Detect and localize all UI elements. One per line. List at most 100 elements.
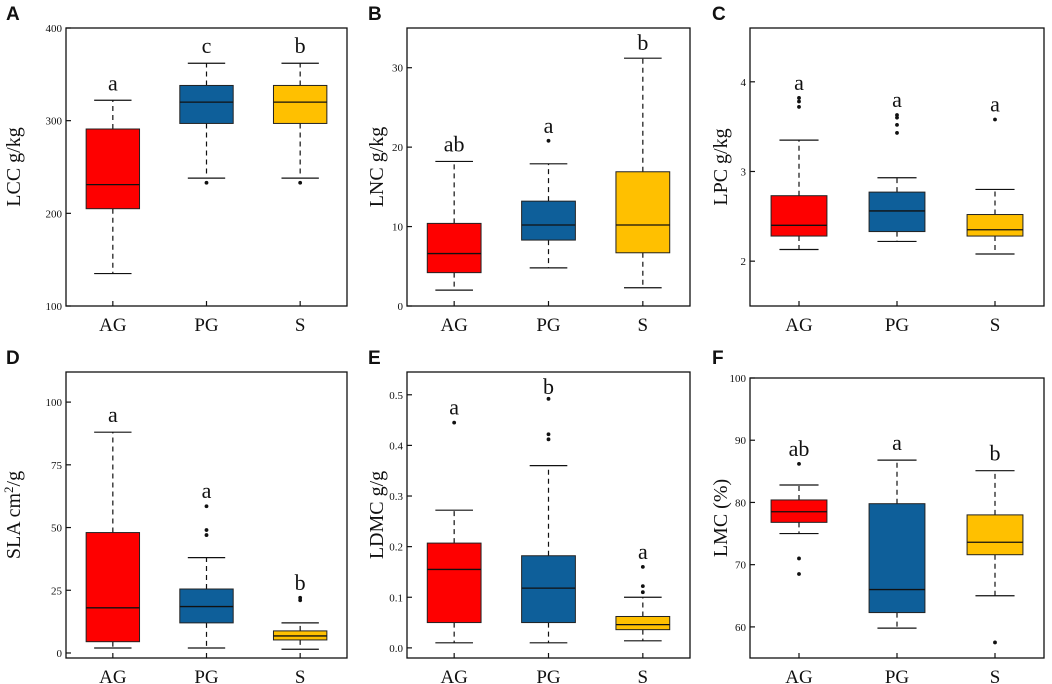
y-tick-label: 400: [46, 23, 63, 35]
significance-letter: ab: [444, 131, 465, 156]
outlier-point: [204, 533, 209, 537]
x-tick-label: S: [295, 315, 306, 336]
x-tick-label: PG: [536, 315, 561, 336]
iqr-box: [521, 200, 576, 241]
iqr-box: [770, 195, 828, 237]
significance-letter: a: [638, 539, 648, 564]
y-tick-label: 200: [46, 208, 63, 220]
y-tick-label: 20: [392, 142, 404, 154]
significance-letter: a: [544, 113, 554, 138]
y-tick-label: 0: [57, 648, 63, 660]
iqr-box: [426, 222, 482, 274]
outlier-point: [797, 105, 801, 109]
y-axis-label: LNC g/kg: [366, 127, 388, 208]
x-tick-label: S: [638, 315, 649, 336]
outlier-point: [204, 504, 209, 509]
x-tick-label: PG: [194, 315, 219, 336]
outlier-point: [204, 528, 209, 532]
y-tick-label: 2: [741, 256, 747, 268]
significance-letter: a: [108, 70, 118, 95]
box-s: Sb: [615, 30, 671, 336]
outlier-point: [895, 115, 899, 120]
y-tick-label: 70: [735, 560, 747, 572]
y-tick-label: 100: [46, 397, 63, 409]
significance-letter: a: [990, 91, 1000, 116]
y-axis-label: LCC g/kg: [3, 127, 25, 206]
box-ag: AG a: [426, 395, 482, 684]
outlier-point: [993, 117, 997, 122]
significance-letter: c: [202, 33, 212, 58]
x-tick-label: PG: [885, 667, 910, 684]
significance-letter: a: [892, 87, 902, 112]
significance-letter: a: [449, 395, 459, 420]
y-tick-label: 0.4: [389, 440, 403, 452]
x-tick-label: AG: [99, 315, 127, 336]
outlier-point: [797, 461, 801, 466]
y-tick-label: 0.3: [389, 491, 403, 503]
panel-label: D: [6, 348, 20, 369]
outlier-point: [546, 138, 551, 143]
iqr-box: [868, 503, 926, 614]
y-tick-label: 0.2: [389, 542, 403, 554]
iqr-box: [179, 84, 234, 124]
panel-e: E 0.0 0.1 0.2 0.3 0.4 0.5 LDMC g/g AG a PG b Sa: [366, 348, 691, 684]
outlier-point: [204, 180, 209, 185]
panel-label: B: [368, 4, 382, 25]
box-ag: AG ab: [770, 436, 828, 684]
outlier-point: [797, 572, 801, 576]
y-tick-label: 10: [392, 222, 404, 234]
significance-letter: b: [295, 33, 306, 58]
y-tick-label: 0: [398, 301, 404, 313]
outlier-point: [298, 595, 303, 600]
box-s: Sb: [272, 570, 328, 684]
box-ag: AG a: [85, 402, 141, 684]
outlier-point: [993, 640, 997, 645]
box-pg: PG a: [179, 478, 234, 684]
y-tick-label: 30: [392, 63, 404, 75]
significance-letter: b: [295, 570, 306, 595]
x-tick-label: PG: [194, 667, 219, 684]
box-s: Sa: [966, 91, 1024, 336]
box-s: Sa: [615, 539, 671, 684]
y-tick-label: 100: [730, 373, 747, 385]
box-s: Sb: [966, 441, 1024, 684]
iqr-box: [966, 514, 1024, 556]
y-tick-label: 90: [735, 435, 747, 447]
y-axis-label-sup: 2: [1, 486, 16, 493]
y-tick-label: 60: [735, 622, 747, 634]
x-tick-label: AG: [785, 315, 813, 336]
outlier-point: [546, 437, 551, 442]
y-tick-label: 50: [51, 523, 63, 535]
outlier-point: [546, 396, 551, 401]
x-tick-label: AG: [440, 667, 468, 684]
y-tick-label: 4: [741, 77, 747, 89]
panel-label: E: [368, 348, 381, 369]
y-tick-label: 0.1: [389, 592, 403, 604]
iqr-box: [615, 171, 671, 254]
y-axis-label: LPC g/kg: [710, 128, 732, 205]
outlier-point: [546, 432, 551, 437]
y-tick-label: 25: [51, 585, 63, 597]
y-axis-label: LMC (%): [710, 479, 732, 557]
outlier-point: [452, 420, 457, 425]
significance-letter: b: [637, 30, 648, 55]
outlier-point: [895, 131, 899, 135]
significance-letter: ab: [789, 436, 810, 461]
y-tick-label: 0.5: [389, 390, 403, 402]
x-tick-label: PG: [536, 667, 561, 684]
significance-letter: b: [990, 441, 1001, 466]
x-tick-label: S: [638, 667, 649, 684]
box-ag: AG ab: [426, 131, 482, 336]
iqr-box: [868, 191, 926, 233]
outlier-point: [895, 113, 899, 117]
x-tick-label: AG: [99, 667, 127, 684]
box-ag: AG a: [770, 70, 828, 336]
significance-letter: a: [892, 430, 902, 455]
outlier-point: [298, 180, 303, 185]
x-tick-label: AG: [440, 315, 468, 336]
outlier-point: [895, 122, 899, 127]
box-pg: PG c: [179, 33, 234, 336]
y-axis-label: LDMC g/g: [366, 471, 388, 559]
